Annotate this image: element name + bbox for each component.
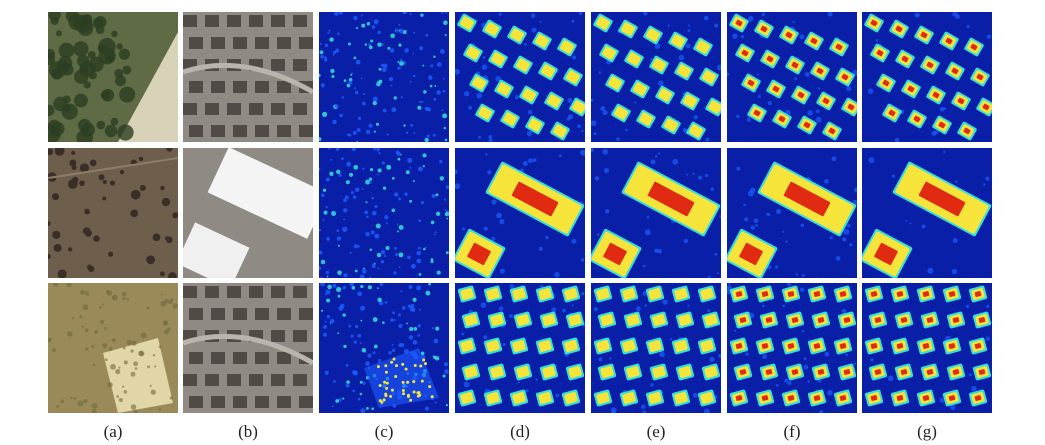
image-tile-row2-col-f [727,148,857,278]
image-tile-row2-col-g [862,148,992,278]
image-tile-row3-col-b [183,283,313,413]
image-tile-row3-col-f [727,283,857,413]
image-tile-row3-col-c [319,283,449,413]
image-tile-row1-col-c [319,12,449,142]
column-label-b: (b) [238,422,258,441]
column-label-f: (f) [783,422,801,441]
image-tile-row1-col-d [455,12,585,142]
image-tile-row2-col-a [48,148,178,278]
image-tile-row2-col-c [319,148,449,278]
column-label-e: (e) [646,422,666,441]
image-tile-row1-col-e [591,12,721,142]
image-tile-row1-col-f [727,12,857,142]
image-tile-row2-col-e [591,148,721,278]
column-label-c: (c) [374,422,394,441]
image-tile-row1-col-g [862,12,992,142]
image-tile-row3-col-d [455,283,585,413]
column-label-d: (d) [510,422,530,441]
image-tile-row3-col-g [862,283,992,413]
image-tile-row3-col-a [48,283,178,413]
image-tile-row2-col-b [183,148,313,278]
image-tile-row2-col-d [455,148,585,278]
column-label-g: (g) [917,422,937,441]
column-label-a: (a) [103,422,123,441]
image-tile-row1-col-b [183,12,313,142]
image-tile-row3-col-e [591,283,721,413]
image-tile-row1-col-a [48,12,178,142]
